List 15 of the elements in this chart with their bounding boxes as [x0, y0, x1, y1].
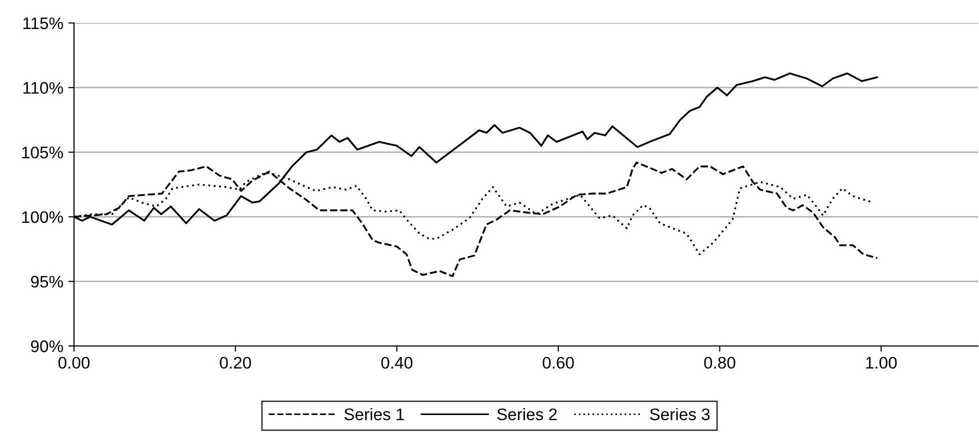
y-tick-label: 105% [22, 146, 63, 158]
legend-label: Series 3 [650, 408, 710, 420]
y-tick-label: 115% [23, 17, 63, 30]
y-tick-label: 90% [31, 340, 63, 352]
x-tick-label: 0.00 [58, 356, 90, 369]
y-tick-label: 100% [22, 211, 63, 224]
legend-label: Series 1 [344, 408, 404, 420]
x-tick-label: 0.40 [381, 356, 412, 369]
y-tick-label: 95% [31, 276, 63, 288]
x-tick-label: 1.00 [866, 356, 897, 369]
x-tick-label: 0.20 [220, 356, 251, 369]
x-tick-label: 0.60 [542, 356, 574, 369]
y-tick-label: 110% [23, 82, 63, 94]
x-tick-label: 0.80 [704, 356, 736, 369]
legend-label: Series 2 [497, 408, 557, 420]
